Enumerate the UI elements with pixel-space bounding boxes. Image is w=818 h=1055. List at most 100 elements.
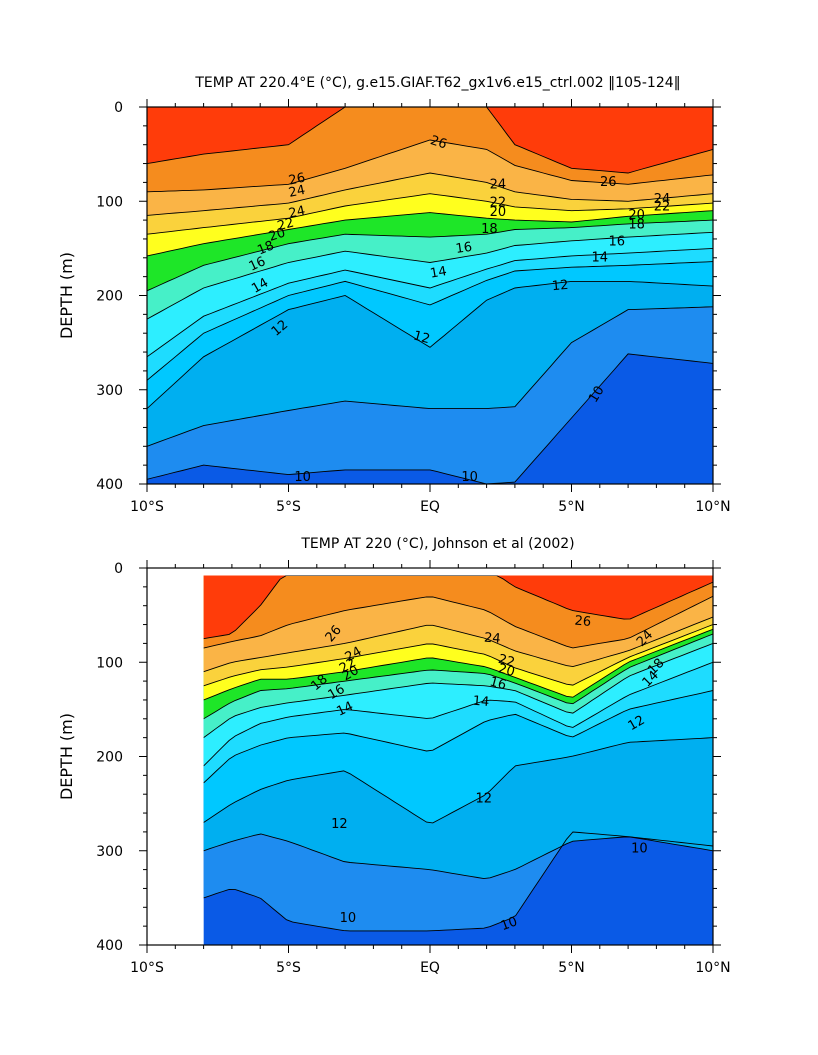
y-tick-label: 0 [114, 100, 123, 116]
contour-label-9: 22 [496, 652, 516, 671]
contour-label-7: 16 [247, 254, 268, 275]
isotherm-22 [147, 193, 713, 235]
isotherm-27 [203, 575, 713, 640]
isotherm-26 [147, 139, 713, 193]
contour-label-23: 16 [609, 234, 626, 249]
y-axis: 0 100 200 300 400 [96, 561, 721, 954]
contour-label-25: 10 [586, 383, 607, 405]
band-27 [147, 107, 713, 173]
isotherm-13 [203, 690, 713, 784]
y-tick-label: 0 [114, 561, 123, 577]
y-tick-label: 400 [96, 938, 123, 954]
x-tick-label: 5°N [558, 960, 584, 976]
y-tick-label: 200 [96, 289, 123, 305]
x-axis: 10°S 5°S EQ 5°N 10°N [130, 560, 731, 976]
contour-label-7: 12 [331, 817, 348, 832]
contour-label-8: 14 [249, 275, 271, 296]
isotherm-20 [203, 628, 713, 701]
contour-label-6: 18 [255, 238, 276, 258]
isotherm-lines [203, 575, 713, 932]
y-axis-label: DEPTH (m) [57, 713, 76, 800]
y-tick-label: 100 [96, 194, 123, 210]
isotherm-12 [203, 737, 713, 824]
x-tick-label: EQ [420, 960, 440, 976]
y-tick-label: 200 [96, 750, 123, 766]
contour-label-10: 20 [496, 661, 516, 680]
contour-label-0: 26 [428, 133, 448, 152]
isotherm-20 [147, 210, 713, 257]
x-tick-label: EQ [420, 499, 440, 515]
top-panel-model: 2624262422201816141224222018161412122624… [57, 75, 731, 515]
isotherm-11 [147, 306, 713, 447]
y-axis: 0 100 200 300 400 [96, 100, 721, 493]
contour-label-2: 22 [337, 655, 359, 676]
contour-label-10: 24 [490, 178, 507, 193]
contour-label-16: 12 [551, 278, 569, 294]
y-tick-label: 100 [96, 655, 123, 671]
contour-label-20: 22 [654, 199, 671, 214]
contour-label-19: 24 [654, 192, 671, 207]
contour-label-11: 16 [488, 675, 508, 694]
contour-label-13: 18 [481, 222, 498, 237]
contour-label-21: 20 [628, 208, 645, 223]
isotherm-24 [203, 616, 713, 673]
contour-label-27: 10 [461, 470, 478, 485]
isotherm-22 [203, 624, 713, 687]
contour-label-13: 12 [475, 791, 492, 806]
band-27 [203, 575, 713, 639]
contour-label-24: 14 [592, 250, 609, 265]
contour-label-6: 14 [334, 699, 355, 720]
isotherm-lines [147, 107, 713, 484]
isotherm-26 [203, 595, 713, 649]
x-tick-label: 5°S [276, 499, 301, 515]
isotherm-18 [147, 219, 713, 292]
isotherm-18 [203, 633, 713, 720]
contour-label-17: 12 [626, 713, 648, 734]
isotherm-16 [147, 231, 713, 320]
x-tick-label: 10°S [130, 499, 164, 515]
y-tick-label: 300 [96, 844, 123, 860]
y-axis-label: DEPTH (m) [57, 252, 76, 339]
isotherm-10 [203, 831, 713, 932]
y-tick-label: 300 [96, 383, 123, 399]
contour-label-14: 10 [499, 914, 520, 934]
isotherm-16 [203, 642, 713, 738]
y-tick-label: 400 [96, 477, 123, 493]
x-tick-label: 5°N [558, 499, 584, 515]
isotherm-10 [147, 353, 713, 484]
contour-labels: 2624222018161412242220161412101026121410… [308, 614, 667, 935]
chart-title: TEMP AT 220.4°E (°C), g.e15.GIAF.T62_gx1… [194, 75, 680, 91]
x-tick-label: 10°S [130, 960, 164, 976]
contour-label-22: 18 [628, 217, 645, 232]
contour-label-5: 16 [326, 682, 348, 703]
bottom-panel-observations: 2624222018161412242220161412101026121410… [57, 536, 731, 976]
contour-label-12: 14 [472, 694, 490, 710]
isotherm-27 [147, 107, 713, 174]
contour-label-17: 12 [412, 329, 432, 348]
isotherm-14 [147, 247, 713, 358]
x-tick-label: 5°S [276, 960, 301, 976]
isotherm-24 [147, 172, 713, 216]
contour-label-12: 20 [490, 205, 507, 220]
contour-label-11: 22 [490, 196, 507, 211]
contour-label-16: 26 [574, 614, 592, 630]
contour-label-3: 24 [287, 204, 306, 222]
contour-label-4: 22 [276, 215, 296, 234]
x-tick-label: 10°N [695, 499, 730, 515]
isotherm-14 [203, 661, 713, 767]
x-axis: 10°S 5°S EQ 5°N 10°N [130, 99, 731, 515]
contour-label-18: 26 [600, 175, 617, 190]
contour-label-8: 24 [483, 630, 501, 646]
contour-label-1: 24 [343, 644, 365, 665]
contour-label-15: 10 [340, 911, 357, 926]
contour-label-15: 14 [429, 264, 448, 282]
isotherm-12 [147, 280, 713, 409]
contour-label-26: 10 [294, 470, 311, 485]
contour-label-19: 10 [631, 841, 648, 856]
contour-label-2: 26 [287, 171, 306, 189]
contour-label-1: 24 [287, 183, 306, 201]
x-tick-label: 10°N [695, 960, 730, 976]
contour-label-5: 20 [267, 225, 287, 244]
contour-label-14: 16 [455, 240, 473, 257]
